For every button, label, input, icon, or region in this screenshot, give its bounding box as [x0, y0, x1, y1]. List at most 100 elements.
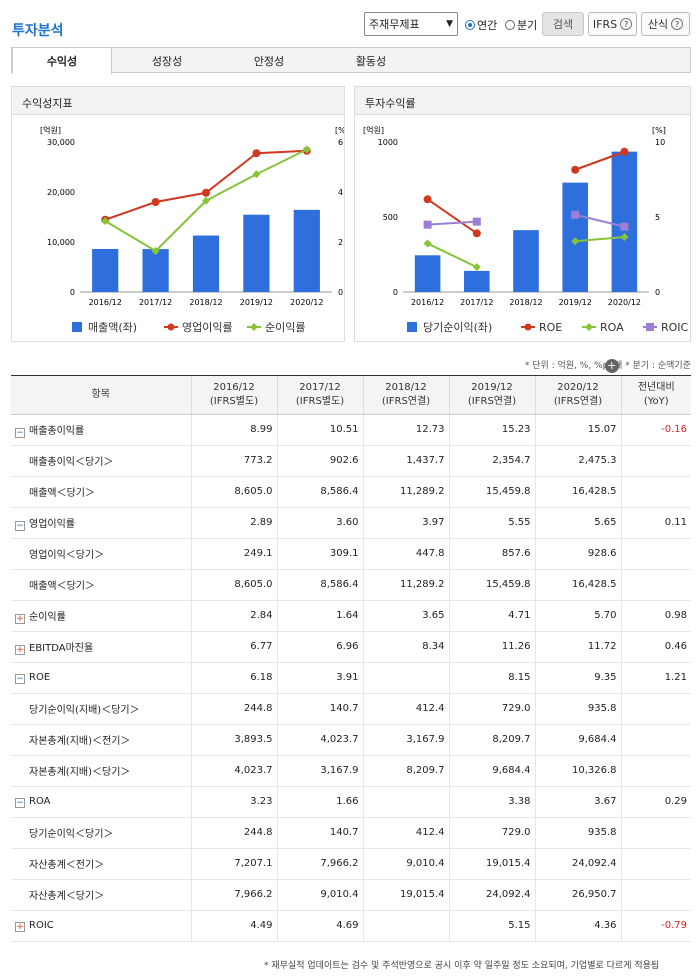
- value-cell: [362, 662, 449, 694]
- left-tick-label: 10,000: [47, 238, 75, 247]
- value-cell: 3.65: [362, 600, 449, 632]
- row-label-cell[interactable]: + ROIC: [11, 910, 191, 942]
- value-cell: 773.2: [190, 445, 277, 477]
- radio-checked-icon: [465, 20, 475, 30]
- collapse-icon[interactable]: −: [15, 797, 25, 808]
- collapse-icon[interactable]: −: [15, 427, 25, 438]
- left-axis-unit: [억원]: [363, 125, 384, 135]
- row-label-cell: 매출총이익＜당기＞: [11, 445, 191, 477]
- row-label: ROE: [29, 671, 51, 683]
- value-cell: 140.7: [276, 817, 363, 849]
- table-row: 매출액＜당기＞ 8,605.0 8,586.4 11,289.2 15,459.8 16,…: [11, 476, 691, 508]
- formula-help-button[interactable]: 산식?: [641, 12, 690, 36]
- radio-unchecked-icon: [505, 20, 515, 30]
- value-cell: 19,015.4: [448, 848, 535, 880]
- legend-label: ROE: [539, 321, 562, 334]
- row-label-cell[interactable]: + EBITDA마진율: [11, 631, 191, 663]
- value-cell: 2.89: [190, 507, 277, 539]
- value-cell: 3,167.9: [276, 755, 363, 787]
- bar: [293, 209, 320, 292]
- value-cell: 4.49: [190, 910, 277, 942]
- value-cell: 3.97: [362, 507, 449, 539]
- row-label: 영업이익＜당기＞: [29, 550, 105, 561]
- tab-profitability[interactable]: 수익성: [12, 48, 112, 74]
- x-tick-label: 2016/12: [89, 298, 122, 307]
- row-label-cell[interactable]: − ROA: [11, 786, 191, 818]
- collapse-icon[interactable]: −: [15, 673, 25, 684]
- table-row: 당기순이익(지배)＜당기＞ 244.8 140.7 412.4 729.0 935.8: [11, 693, 691, 725]
- expand-icon[interactable]: +: [15, 613, 25, 624]
- legend-marker: [407, 322, 417, 332]
- value-cell: 16,428.5: [534, 569, 621, 601]
- value-cell: [620, 476, 691, 508]
- value-cell: 4.71: [448, 600, 535, 632]
- legend-marker: [585, 323, 593, 331]
- value-cell: 8,605.0: [190, 569, 277, 601]
- header-line: 전년대비: [637, 381, 675, 393]
- table-row: + EBITDA마진율 6.77 6.96 8.34 11.26 11.72 0.46: [11, 631, 691, 663]
- header-subline: (IFRS별도): [295, 395, 345, 407]
- radio-annual[interactable]: 연간: [465, 17, 497, 33]
- expand-icon[interactable]: +: [15, 644, 25, 655]
- value-cell: [620, 848, 691, 880]
- header-line: 2016/12: [213, 381, 255, 393]
- row-label: 매출액＜당기＞: [29, 488, 95, 499]
- value-cell: 2,354.7: [448, 445, 535, 477]
- value-cell: 4,023.7: [190, 755, 277, 787]
- value-cell: 15,459.8: [448, 569, 535, 601]
- radio-quarter[interactable]: 분기: [505, 17, 537, 33]
- row-label-cell[interactable]: + 순이익률: [11, 600, 191, 632]
- value-cell: 412.4: [362, 817, 449, 849]
- data-point: [472, 217, 481, 226]
- chevron-down-icon: ▼: [446, 19, 453, 29]
- statement-type-select[interactable]: 주재무제표 ▼: [364, 12, 458, 36]
- table-row: 자산총계＜당기＞ 7,966.2 9,010.4 19,015.4 24,092.4 26…: [11, 879, 691, 911]
- ifrs-button-label: IFRS: [592, 17, 618, 31]
- value-cell: 3.60: [276, 507, 363, 539]
- table-row: + ROIC 4.49 4.69 5.15 4.36 -0.79: [11, 910, 691, 942]
- row-label-cell: 매출액＜당기＞: [11, 476, 191, 508]
- value-cell: 9.35: [534, 662, 621, 694]
- value-cell: [620, 755, 691, 787]
- data-point: [620, 232, 629, 241]
- value-cell: 2.84: [190, 600, 277, 632]
- add-column-icon[interactable]: +: [604, 358, 619, 373]
- data-point: [202, 188, 210, 197]
- row-label-cell[interactable]: − ROE: [11, 662, 191, 694]
- row-label-cell: 영업이익＜당기＞: [11, 538, 191, 570]
- x-tick-label: 2019/12: [559, 298, 592, 307]
- row-label-cell: 자산총계＜전기＞: [11, 848, 191, 880]
- x-tick-label: 2017/12: [139, 298, 172, 307]
- expand-icon[interactable]: +: [15, 921, 25, 932]
- table-header-cell: 2019/12 (IFRS연결): [448, 376, 535, 415]
- value-cell: 1.21: [620, 662, 691, 694]
- x-tick-label: 2016/12: [411, 298, 444, 307]
- x-tick-label: 2018/12: [509, 298, 542, 307]
- value-cell: 1,437.7: [362, 445, 449, 477]
- x-tick-label: 2020/12: [608, 298, 641, 307]
- header-line: 2018/12: [385, 381, 427, 393]
- row-label: EBITDA마진율: [29, 642, 94, 654]
- row-label-cell[interactable]: − 매출총이익률: [11, 414, 191, 446]
- legend-marker: [646, 323, 654, 331]
- collapse-icon[interactable]: −: [15, 520, 25, 531]
- row-label-cell: 당기순이익(지배)＜당기＞: [11, 693, 191, 725]
- legend-label: 순이익률: [265, 321, 305, 334]
- data-point: [423, 195, 432, 204]
- value-cell: 11,289.2: [362, 569, 449, 601]
- tab-stability[interactable]: 안정성: [253, 54, 285, 68]
- value-cell: 3,893.5: [190, 724, 277, 756]
- value-cell: [620, 445, 691, 477]
- ifrs-help-button[interactable]: IFRS?: [588, 12, 637, 36]
- left-tick-label: 500: [383, 213, 398, 222]
- tab-activity[interactable]: 활동성: [355, 54, 387, 68]
- row-label-cell[interactable]: − 영업이익률: [11, 507, 191, 539]
- tab-growth[interactable]: 성장성: [151, 54, 183, 68]
- value-cell: 6.77: [190, 631, 277, 663]
- select-value: 주재무제표: [369, 18, 420, 31]
- search-button[interactable]: 검색: [542, 12, 584, 36]
- chart-header: 수익성지표: [12, 87, 344, 115]
- legend-marker: [250, 323, 258, 331]
- radio-quarter-label: 분기: [517, 19, 538, 32]
- radio-annual-label: 연간: [477, 19, 498, 32]
